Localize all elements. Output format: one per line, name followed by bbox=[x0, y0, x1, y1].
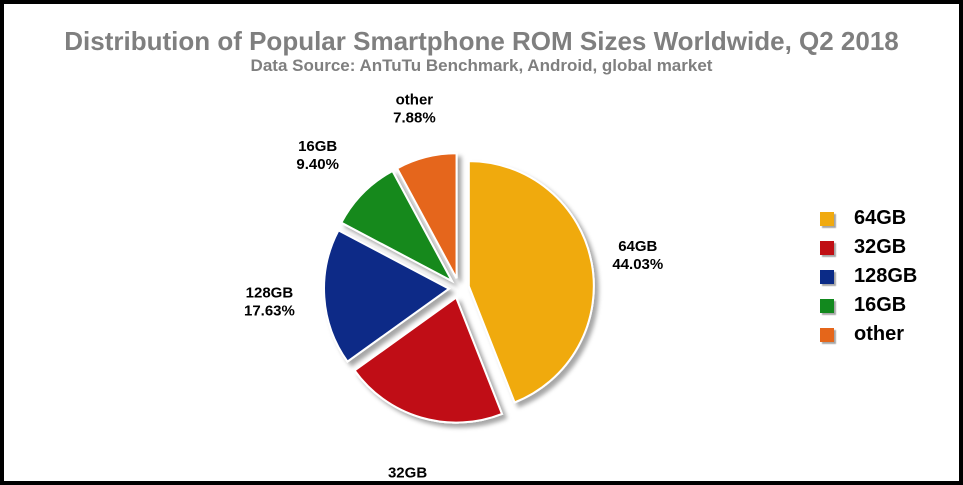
pie-slice-128gb bbox=[323, 229, 451, 363]
pie-slice-other bbox=[395, 152, 458, 279]
legend-item-128gb: 128GB bbox=[820, 262, 917, 291]
slice-label-64gb: 64GB 44.03% bbox=[612, 238, 663, 273]
legend: 64GB 32GB 128GB 16GB other bbox=[820, 204, 917, 349]
legend-label: 32GB bbox=[854, 236, 907, 258]
legend-label: 16GB bbox=[854, 294, 907, 316]
slice-label-other: other 7.88% bbox=[393, 92, 436, 127]
slice-label-128gb: 128GB 17.63% bbox=[244, 285, 295, 320]
pie-slice-32gb bbox=[353, 296, 504, 424]
legend-swatch bbox=[820, 269, 834, 284]
legend-item-64gb: 64GB bbox=[820, 204, 917, 233]
legend-swatch bbox=[820, 327, 834, 342]
slice-label-32gb: 32GB21.06% bbox=[382, 465, 433, 481]
legend-label: 128GB bbox=[854, 265, 918, 287]
legend-label: other bbox=[854, 323, 904, 345]
legend-swatch bbox=[820, 298, 834, 313]
pie-slice-64gb bbox=[467, 160, 595, 404]
pie-slice-16gb bbox=[339, 169, 455, 284]
legend-item-32gb: 32GB bbox=[820, 233, 917, 262]
legend-item-other: other bbox=[820, 320, 917, 349]
chart-title: Distribution of Popular Smartphone ROM S… bbox=[64, 26, 899, 56]
legend-swatch bbox=[820, 211, 834, 226]
chart-subtitle: Data Source: AnTuTu Benchmark, Android, … bbox=[250, 56, 713, 75]
slice-label-16gb: 16GB 9.40% bbox=[296, 138, 339, 173]
legend-label: 64GB bbox=[854, 207, 907, 229]
legend-item-16gb: 16GB bbox=[820, 291, 917, 320]
legend-swatch bbox=[820, 240, 834, 255]
